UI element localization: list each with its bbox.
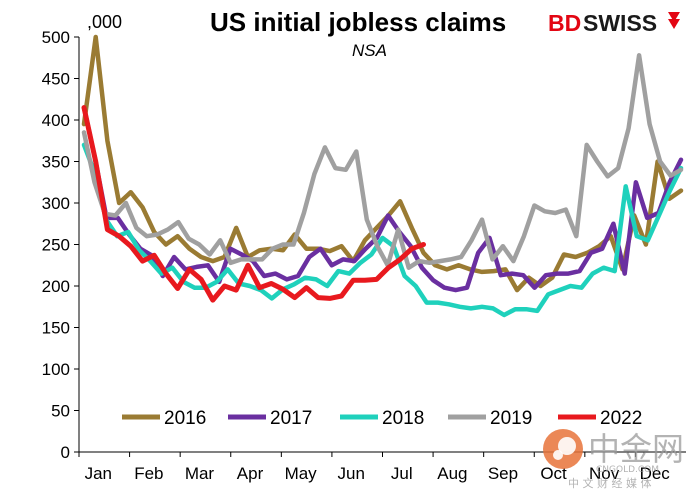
legend-label-2022: 2022: [600, 408, 642, 429]
x-tick-label-aug: Aug: [437, 464, 467, 483]
x-tick-label-mar: Mar: [185, 464, 215, 483]
cngold-logo-icon: [543, 429, 583, 469]
unit-label: ,000: [87, 12, 122, 32]
y-tick-label: 0: [61, 443, 70, 462]
y-tick-label: 400: [42, 111, 70, 130]
x-tick-label-nov: Nov: [589, 464, 620, 483]
brand-part1: BD: [548, 10, 581, 36]
x-axis-ticks: Jan Feb Mar Apr May Jun Jul Aug Sep Oct Nov Dec: [78, 452, 671, 483]
x-tick-label-apr: Apr: [237, 464, 264, 483]
x-tick-label-sep: Sep: [488, 464, 518, 483]
x-tick-label-may: May: [285, 464, 318, 483]
y-tick-label: 100: [42, 360, 70, 379]
legend-label-2017: 2017: [270, 408, 312, 429]
chart-subtitle: NSA: [352, 41, 387, 60]
bdswiss-logo: BD SWISS: [548, 10, 680, 36]
watermark-subtext: CNGOLD.COM: [596, 465, 659, 475]
chart-legend: 2016 2017 2018 2019 2022: [122, 408, 642, 429]
y-tick-label: 350: [42, 153, 70, 172]
legend-label-2019: 2019: [490, 408, 532, 429]
y-tick-label: 500: [42, 28, 70, 47]
cngold-watermark: 中金网 CNGOLD.COM 中 文 财 经 媒 体: [543, 429, 684, 490]
watermark-subtext2: 中 文 财 经 媒 体: [568, 476, 651, 490]
legend-label-2018: 2018: [382, 408, 424, 429]
y-tick-label: 150: [42, 319, 70, 338]
y-axis-ticks: 0 50 100 150 200 250 300 350 400 450 500: [42, 28, 79, 462]
x-tick-label-jun: Jun: [337, 464, 364, 483]
series-line-2022: [81, 105, 426, 303]
double-chevron-icon: [668, 12, 680, 29]
watermark-text: 中金网: [588, 430, 684, 468]
series-line-2019: [81, 53, 684, 270]
y-tick-label: 300: [42, 194, 70, 213]
y-tick-label: 50: [51, 402, 70, 421]
y-tick-label: 200: [42, 277, 70, 296]
legend-label-2016: 2016: [164, 408, 206, 429]
series-lines: [81, 34, 684, 318]
x-tick-label-dec: Dec: [640, 464, 671, 483]
x-tick-label-jul: Jul: [391, 464, 413, 483]
y-tick-label: 450: [42, 70, 70, 89]
series-line-2017: [81, 105, 684, 293]
chart-title: US initial jobless claims: [210, 7, 506, 37]
x-tick-label-jan: Jan: [85, 464, 112, 483]
x-tick-label-feb: Feb: [134, 464, 163, 483]
brand-part2: SWISS: [583, 10, 657, 36]
y-tick-label: 250: [42, 236, 70, 255]
